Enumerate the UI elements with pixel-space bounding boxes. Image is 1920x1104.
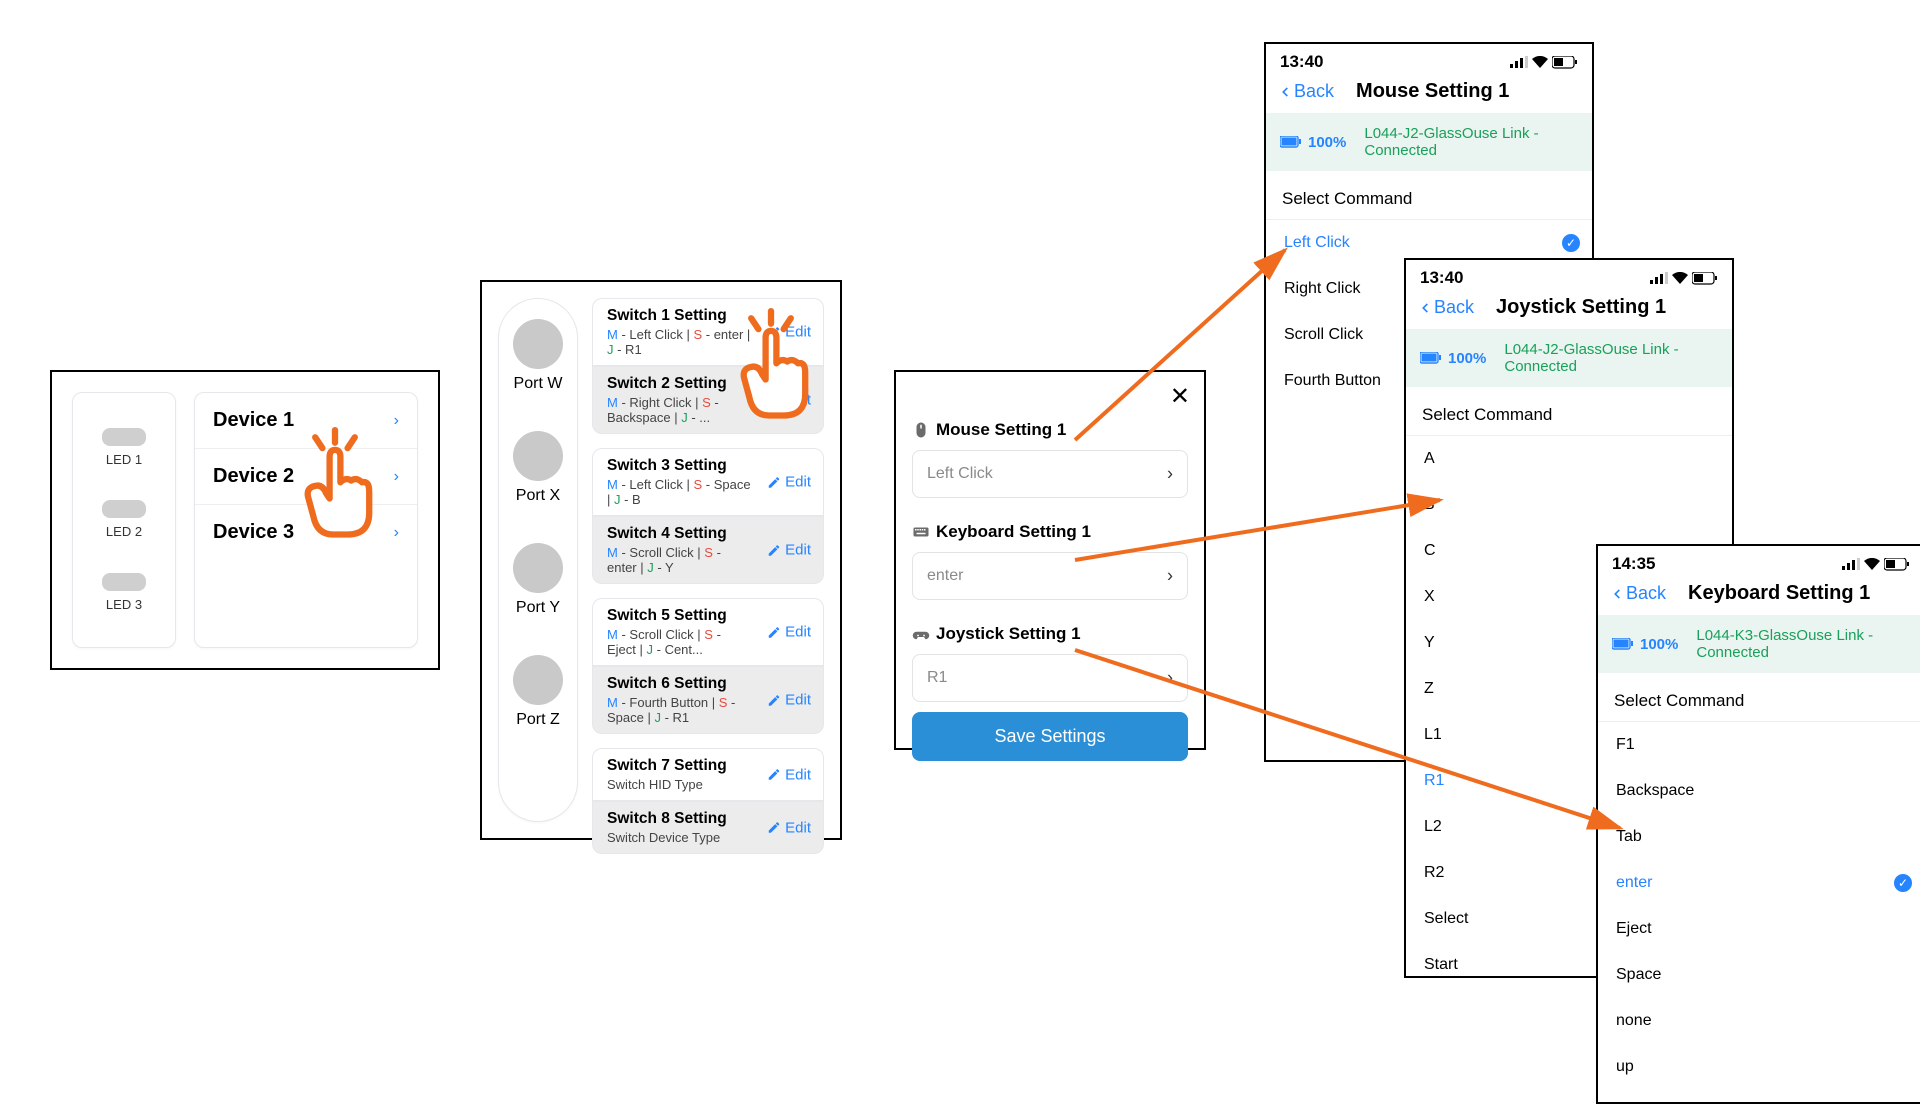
joystick-icon <box>912 625 930 643</box>
status-icons <box>1650 272 1718 285</box>
command-item[interactable]: Backspace <box>1598 768 1920 814</box>
switch-item[interactable]: Switch 3 SettingM - Left Click | S - Spa… <box>592 448 824 516</box>
clock: 14:35 <box>1612 554 1655 574</box>
connection-bar: 100% L044-J2-GlassOuse Link - Connected <box>1266 113 1592 171</box>
chevron-right-icon: › <box>1167 668 1173 689</box>
page-title: Keyboard Setting 1 <box>1688 582 1870 605</box>
connection-bar: 100% L044-J2-GlassOuse Link - Connected <box>1406 329 1732 387</box>
chevron-right-icon: › <box>1167 566 1173 587</box>
chevron-right-icon: › <box>1167 464 1173 485</box>
device-row-3[interactable]: Device 3› <box>195 504 417 560</box>
setting-select[interactable]: Left Click› <box>912 450 1188 498</box>
edit-button[interactable]: Edit <box>767 624 811 641</box>
command-item[interactable]: down <box>1598 1090 1920 1104</box>
keyboard-icon <box>912 523 930 541</box>
command-item[interactable]: Tab <box>1598 814 1920 860</box>
battery-status: 100% <box>1280 134 1346 151</box>
battery-status: 100% <box>1612 636 1678 653</box>
command-item[interactable]: A <box>1406 436 1732 482</box>
setting-select[interactable]: R1› <box>912 654 1188 702</box>
switch-item[interactable]: Switch 2 SettingM - Right Click | S - Ba… <box>592 366 824 434</box>
devices-panel: LED 1 LED 2 LED 3 Device 1› Device 2› De… <box>50 370 440 670</box>
page-title: Mouse Setting 1 <box>1356 80 1509 103</box>
chevron-right-icon: › <box>394 468 399 486</box>
ports-panel: Port W Port X Port Y Port Z Switch 1 Set… <box>480 280 842 840</box>
check-icon: ✓ <box>1894 874 1912 892</box>
status-bar: 13:40 <box>1266 44 1592 76</box>
switch-item[interactable]: Switch 1 SettingM - Left Click | S - ent… <box>592 298 824 366</box>
connection-bar: 100% L044-K3-GlassOuse Link - Connected <box>1598 615 1920 673</box>
led-column: LED 1 LED 2 LED 3 <box>72 392 176 648</box>
device-name: L044-J2-GlassOuse Link - Connected <box>1364 125 1578 159</box>
switch-item[interactable]: Switch 5 SettingM - Scroll Click | S - E… <box>592 598 824 666</box>
nav-bar: Back Keyboard Setting 1 <box>1598 578 1920 615</box>
port-y[interactable]: Port Y <box>513 543 563 617</box>
command-item[interactable]: Eject <box>1598 906 1920 952</box>
chevron-right-icon: › <box>394 524 399 542</box>
edit-button[interactable]: Edit <box>767 392 811 409</box>
led-3: LED 3 <box>79 573 169 612</box>
save-button[interactable]: Save Settings <box>912 712 1188 761</box>
device-name: L044-K3-GlassOuse Link - Connected <box>1696 627 1910 661</box>
back-button[interactable]: Back <box>1610 583 1666 604</box>
edit-button[interactable]: Edit <box>767 542 811 559</box>
device-row-2[interactable]: Device 2› <box>195 448 417 504</box>
section-header: Select Command <box>1598 673 1920 722</box>
section-header: Select Command <box>1406 387 1732 436</box>
port-z[interactable]: Port Z <box>513 655 563 729</box>
status-bar: 14:35 <box>1598 546 1920 578</box>
status-icons <box>1842 558 1910 571</box>
switch-item[interactable]: Switch 7 SettingSwitch HID TypeEdit <box>592 748 824 801</box>
check-icon: ✓ <box>1562 234 1580 252</box>
port-w[interactable]: Port W <box>513 319 563 393</box>
edit-button[interactable]: Edit <box>767 324 811 341</box>
clock: 13:40 <box>1280 52 1323 72</box>
back-button[interactable]: Back <box>1278 81 1334 102</box>
command-item[interactable]: Space <box>1598 952 1920 998</box>
status-bar: 13:40 <box>1406 260 1732 292</box>
page-title: Joystick Setting 1 <box>1496 296 1666 319</box>
port-column: Port W Port X Port Y Port Z <box>498 298 578 822</box>
edit-button[interactable]: Edit <box>767 692 811 709</box>
command-item[interactable]: B <box>1406 482 1732 528</box>
switch-list: Switch 1 SettingM - Left Click | S - ent… <box>592 298 824 822</box>
command-item[interactable]: enter✓ <box>1598 860 1920 906</box>
port-x[interactable]: Port X <box>513 431 563 505</box>
edit-button[interactable]: Edit <box>767 766 811 783</box>
battery-status: 100% <box>1420 350 1486 367</box>
device-list: Device 1› Device 2› Device 3› <box>194 392 418 648</box>
nav-bar: Back Joystick Setting 1 <box>1406 292 1732 329</box>
switch-item[interactable]: Switch 8 SettingSwitch Device TypeEdit <box>592 801 824 854</box>
setting-select[interactable]: enter› <box>912 552 1188 600</box>
mouse-icon <box>912 421 930 439</box>
status-icons <box>1510 56 1578 69</box>
led-1: LED 1 <box>79 428 169 467</box>
setting-header: Mouse Setting 1 <box>896 406 1204 446</box>
switch-item[interactable]: Switch 6 SettingM - Fourth Button | S - … <box>592 666 824 734</box>
section-header: Select Command <box>1266 171 1592 220</box>
back-button[interactable]: Back <box>1418 297 1474 318</box>
setting-header: Joystick Setting 1 <box>896 610 1204 650</box>
device-row-1[interactable]: Device 1› <box>195 393 417 448</box>
switch-item[interactable]: Switch 4 SettingM - Scroll Click | S - e… <box>592 516 824 584</box>
command-item[interactable]: none <box>1598 998 1920 1044</box>
command-item[interactable]: up <box>1598 1044 1920 1090</box>
chevron-right-icon: › <box>394 412 399 430</box>
phone-keyboard: 14:35 Back Keyboard Setting 1 100% L044-K3-… <box>1596 544 1920 1104</box>
edit-button[interactable]: Edit <box>767 474 811 491</box>
setting-header: Keyboard Setting 1 <box>896 508 1204 548</box>
close-icon[interactable]: ✕ <box>1170 382 1190 411</box>
command-item[interactable]: F1 <box>1598 722 1920 768</box>
nav-bar: Back Mouse Setting 1 <box>1266 76 1592 113</box>
led-2: LED 2 <box>79 500 169 539</box>
device-name: L044-J2-GlassOuse Link - Connected <box>1504 341 1718 375</box>
setting-modal: ✕ Mouse Setting 1Left Click› Keyboard Set… <box>894 370 1206 750</box>
clock: 13:40 <box>1420 268 1463 288</box>
edit-button[interactable]: Edit <box>767 819 811 836</box>
